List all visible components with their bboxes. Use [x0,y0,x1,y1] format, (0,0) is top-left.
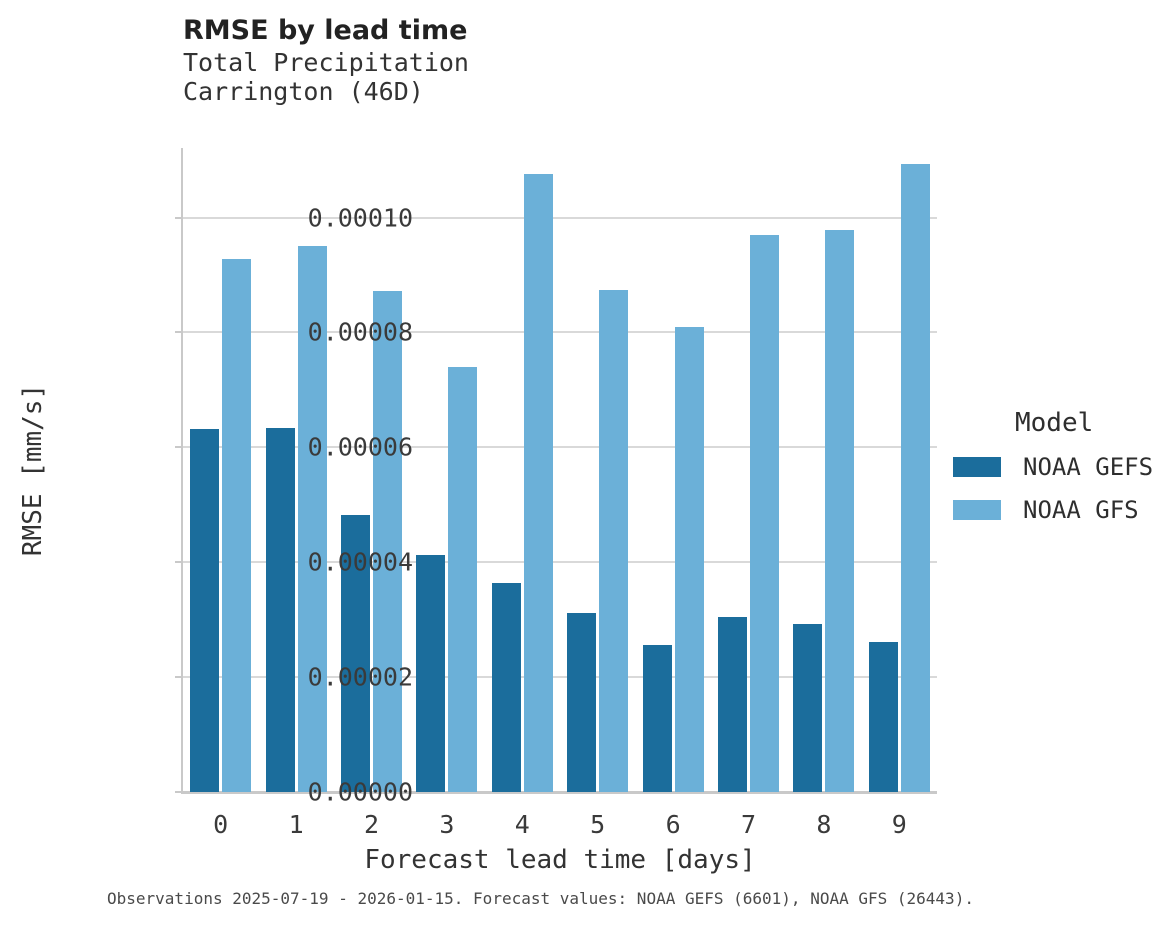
bar-noaa-gefs-day8 [793,624,823,792]
x-tick-label: 9 [891,810,907,839]
y-gridline [183,676,937,679]
y-gridline [183,331,937,334]
chart-title: RMSE by lead time [183,15,468,46]
bar-noaa-gefs-day0 [190,428,220,792]
bar-noaa-gfs-day8 [825,229,855,792]
x-tick-label: 2 [363,810,380,839]
y-tick-label: 0.00004 [307,547,413,577]
y-tick-mark [175,791,181,793]
y-gridline [183,216,937,219]
chart-header: RMSE by lead time Total Precipitation Ca… [183,14,469,106]
y-tick-mark [175,446,181,449]
y-tick-mark [175,216,181,219]
x-tick-label: 3 [439,810,455,839]
x-tick-label: 8 [816,810,832,839]
y-tick-label: 0.00010 [307,203,413,232]
legend-title: Model [1015,408,1094,438]
y-tick-label: 0.00002 [307,662,413,692]
bar-noaa-gefs-day7 [718,617,747,792]
bar-noaa-gfs-day9 [900,163,930,792]
x-tick-label: 0 [213,810,229,839]
bar-noaa-gfs-day5 [599,290,629,792]
legend-entry: NOAA GFS [953,496,1153,524]
y-axis-line [181,148,183,792]
bar-noaa-gefs-day6 [642,644,672,792]
y-tick-label: 0.00008 [307,317,413,347]
y-axis-label: RMSE [mm/s] [18,383,48,557]
legend-swatch [953,500,1001,520]
bar-noaa-gfs-day0 [222,258,252,792]
y-tick-mark [175,676,181,679]
legend-label: NOAA GFS [1023,496,1139,524]
bar-noaa-gfs-day7 [750,235,779,792]
bar-noaa-gefs-day1 [265,427,295,792]
footer-caption: Observations 2025-07-19 - 2026-01-15. Fo… [107,889,974,908]
bar-noaa-gefs-day3 [416,555,446,792]
x-tick-label: 1 [288,810,304,839]
bar-noaa-gfs-day1 [297,245,327,792]
y-tick-mark [175,561,181,564]
bar-noaa-gefs-day9 [868,641,898,792]
x-tick-label: 7 [740,810,757,839]
bar-noaa-gfs-day2 [373,291,402,792]
chart-subtitle-line2: Carrington (46D) [183,77,424,106]
x-tick-label: 6 [665,810,681,839]
bar-noaa-gefs-day2 [341,515,370,792]
bar-noaa-gfs-day3 [448,366,478,792]
legend-swatch [953,457,1001,477]
x-tick-label: 4 [514,810,530,839]
legend-entry: NOAA GEFS [953,453,1153,481]
bar-noaa-gefs-day4 [491,582,521,792]
bar-noaa-gfs-day4 [523,174,553,792]
legend: Model NOAA GEFS NOAA GFS [953,408,1153,524]
legend-label: NOAA GEFS [1023,453,1154,481]
y-tick-label: 0.00000 [307,777,413,807]
plot-area [175,148,937,794]
x-tick-label: 5 [590,810,606,839]
y-gridline [183,561,937,564]
y-tick-mark [175,331,181,334]
bar-noaa-gefs-day5 [567,613,597,792]
chart-subtitle-line1: Total Precipitation [183,48,469,77]
bar-noaa-gfs-day6 [674,326,704,792]
x-axis-line [181,791,937,794]
x-axis-label: Forecast lead time [days] [364,845,756,875]
y-tick-label: 0.00006 [307,432,413,462]
y-gridline [183,446,937,449]
